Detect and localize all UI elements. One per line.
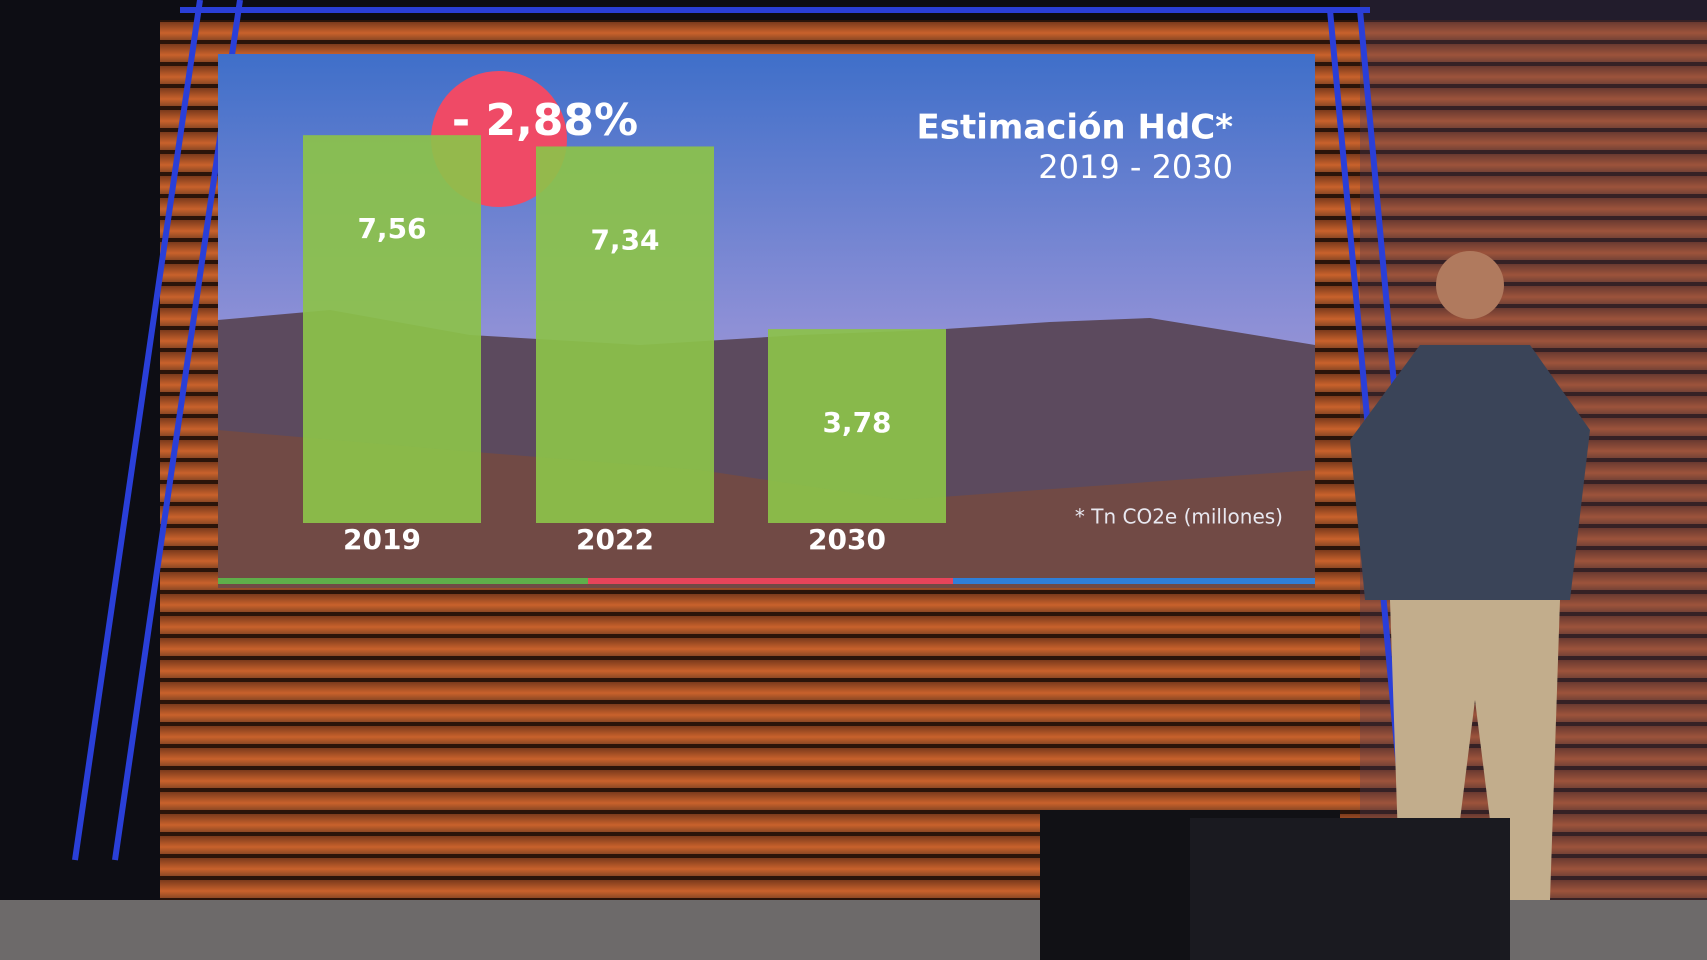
band-blue: [953, 578, 1315, 584]
x-tick-label: 2022: [576, 523, 654, 556]
note: * Tn CO2e (millones): [1075, 505, 1283, 529]
bar-chart: 7,56 2019 7,34 2022 3,78 2030: [303, 135, 946, 556]
value-label: 3,78: [822, 406, 891, 439]
truss: [72, 0, 1433, 861]
annotation: - 2,88%: [452, 95, 638, 146]
band-green: [218, 578, 588, 584]
x-tick-label: 2019: [343, 523, 421, 556]
bar: [768, 329, 946, 523]
hills: [218, 430, 1315, 588]
monitor-speaker: [1190, 818, 1510, 960]
bar: [303, 135, 481, 523]
chart-title: Estimación HdC*: [917, 108, 1234, 148]
x-tick-label: 2030: [808, 523, 886, 556]
bar: [536, 146, 714, 523]
band-red: [588, 578, 953, 584]
chart-subtitle: 2019 - 2030: [1038, 148, 1233, 186]
value-label: 7,34: [590, 223, 659, 256]
value-label: 7,56: [357, 212, 426, 245]
